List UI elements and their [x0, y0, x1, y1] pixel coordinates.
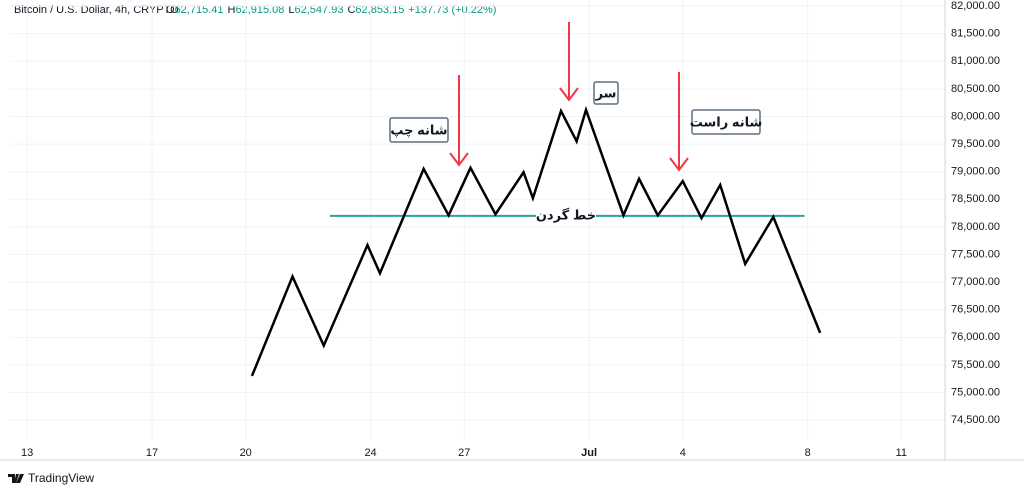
- ohlc-value: 62,715.41: [175, 4, 224, 16]
- y-tick-label: 81,000.00: [951, 55, 1000, 67]
- x-tick-label: 20: [240, 447, 252, 459]
- annotation-box: [691, 109, 761, 135]
- arrow-head: [669, 157, 689, 172]
- annotation-box: [389, 117, 449, 143]
- ohlc-label: C: [347, 4, 355, 16]
- y-tick-label: 74,500.00: [951, 414, 1000, 426]
- y-tick-label: 75,000.00: [951, 386, 1000, 398]
- y-tick-label: 77,000.00: [951, 276, 1000, 288]
- y-tick-label: 81,500.00: [951, 28, 1000, 40]
- brand: TradingView: [28, 471, 94, 485]
- annotation: شانه راست: [690, 114, 763, 129]
- ohlc: O62,715.41 H62,915.08 L62,547.93 C62,853.15…: [166, 4, 496, 16]
- arrow-head: [449, 152, 469, 167]
- ohlc-value: 62,915.08: [235, 4, 284, 16]
- y-tick-label: 77,500.00: [951, 248, 1000, 260]
- annotation: شانه چپ: [390, 122, 447, 137]
- y-tick-label: 75,500.00: [951, 359, 1000, 371]
- y-tick-label: 82,000.00: [951, 0, 1000, 12]
- arrow-head: [559, 87, 579, 102]
- y-tick-label: 78,500.00: [951, 193, 1000, 205]
- ohlc-label: H: [228, 4, 236, 16]
- ohlc-value: 62,853.15: [355, 4, 404, 16]
- y-tick-label: 80,500.00: [951, 83, 1000, 95]
- y-tick-label: 79,000.00: [951, 166, 1000, 178]
- x-tick-label: 17: [146, 447, 158, 459]
- x-tick-label: 27: [458, 447, 470, 459]
- x-tick-label: 4: [680, 447, 686, 459]
- x-tick-label: 11: [896, 447, 907, 459]
- price-line: [250, 105, 822, 377]
- y-tick-label: 78,000.00: [951, 221, 1000, 233]
- y-tick-label: 80,000.00: [951, 110, 1000, 122]
- ohlc-label: L: [288, 4, 294, 16]
- ohlc-label: O: [166, 4, 175, 16]
- symbol: Bitcoin / U.S. Dollar, 4h, CRYPTO: [14, 4, 179, 16]
- annotation: سر: [595, 85, 617, 100]
- brand-logo: [8, 474, 24, 483]
- change: +137.73 (+0.22%): [408, 4, 496, 16]
- ohlc-value: 62,547.93: [295, 4, 344, 16]
- y-tick-label: 76,000.00: [951, 331, 1000, 343]
- y-tick-label: 79,500.00: [951, 138, 1000, 150]
- neckline-label: خط گردن: [536, 207, 596, 222]
- x-tick-label: 13: [21, 447, 33, 459]
- y-tick-label: 76,500.00: [951, 304, 1000, 316]
- x-tick-label: Jul: [581, 447, 597, 459]
- annotation-box: [593, 81, 619, 105]
- x-tick-label: 24: [364, 447, 376, 459]
- x-tick-label: 8: [805, 447, 811, 459]
